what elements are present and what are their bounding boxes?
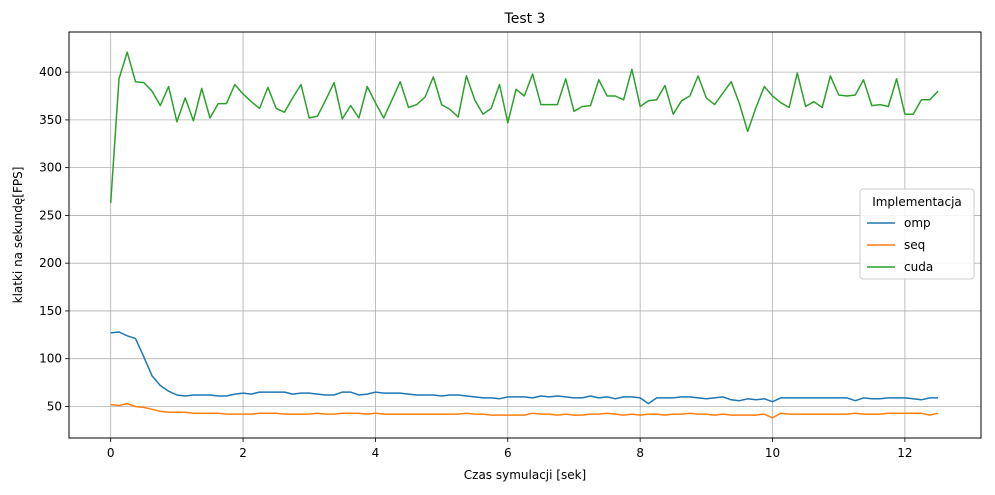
- y-tick-label: 400: [39, 65, 62, 79]
- y-tick-label: 350: [39, 113, 62, 127]
- series-line-cuda: [109, 51, 939, 204]
- x-tick-label: 12: [897, 446, 912, 460]
- legend: Implementacja omp seq cuda: [859, 188, 975, 280]
- y-axis: 50 100 150 200 250 300 350 400: [39, 65, 69, 413]
- legend-items: omp seq cuda: [867, 216, 933, 274]
- grid: [69, 32, 981, 438]
- x-axis-label: Czas symulacji [sek]: [464, 468, 586, 482]
- legend-label-omp: omp: [904, 216, 931, 230]
- plot-frame: [68, 31, 982, 439]
- x-tick-label: 2: [239, 446, 247, 460]
- series-lines: [109, 51, 939, 419]
- x-tick-label: 6: [504, 446, 512, 460]
- series-line-omp: [110, 331, 938, 405]
- y-tick-label: 250: [39, 208, 62, 222]
- y-tick-label: 150: [39, 304, 62, 318]
- legend-label-seq: seq: [904, 238, 925, 252]
- y-axis-label: klatki na sekundę[FPS]: [11, 167, 25, 304]
- legend-box: [859, 188, 975, 280]
- x-tick-label: 4: [372, 446, 380, 460]
- y-tick-label: 50: [47, 399, 62, 413]
- x-axis: 0 2 4 6 8 10 12: [107, 438, 913, 460]
- chart-title: Test 3: [504, 11, 546, 27]
- series-line-seq: [110, 402, 939, 419]
- x-tick-label: 10: [765, 446, 780, 460]
- y-tick-label: 100: [39, 352, 62, 366]
- x-tick-label: 8: [636, 446, 644, 460]
- x-tick-label: 0: [107, 446, 115, 460]
- legend-label-cuda: cuda: [904, 260, 933, 274]
- y-tick-label: 200: [39, 256, 62, 270]
- y-tick-label: 300: [39, 161, 62, 175]
- legend-title: Implementacja: [872, 195, 962, 209]
